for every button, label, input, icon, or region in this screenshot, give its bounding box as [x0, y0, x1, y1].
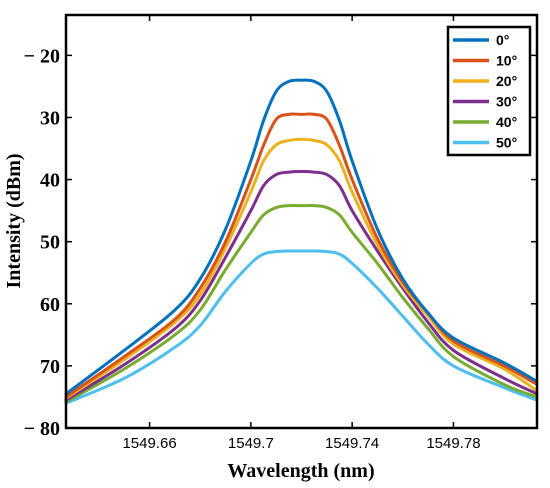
series-line-50deg — [64, 249, 539, 405]
legend-label: 50° — [496, 135, 517, 151]
y-tick-label: 30 — [40, 107, 60, 129]
y-tick-label: − 20 — [24, 45, 60, 67]
axis-ticks: − 20 30 40 50 60 70 − 80 1549.66 1549.7 1549.74 15… — [24, 15, 537, 452]
legend-label: 20° — [496, 73, 517, 89]
legend-label: 30° — [496, 94, 517, 110]
legend-box — [446, 25, 532, 157]
legend-label: 10° — [496, 53, 517, 69]
x-tick-label: 1549.7 — [228, 435, 274, 452]
y-tick-label: 60 — [40, 294, 60, 316]
legend-label: 40° — [496, 114, 517, 130]
y-tick-label: 70 — [40, 356, 60, 378]
series-line-10deg — [64, 112, 539, 399]
x-tick-label: 1549.78 — [426, 435, 480, 452]
series-line-30deg — [64, 170, 539, 402]
series-line-40deg — [64, 204, 539, 404]
series-layer — [64, 78, 539, 405]
plot-area-frame — [64, 13, 539, 430]
y-axis-title: Intensity (dBm) — [3, 153, 25, 288]
y-tick-label: 40 — [40, 170, 60, 192]
y-tick-label: 50 — [40, 232, 60, 254]
series-line-20deg — [64, 137, 539, 400]
x-tick-label: 1549.74 — [325, 435, 379, 452]
x-tick-label: 1549.66 — [122, 435, 176, 452]
legend: 0° 10° 20° 30° 40° 50° — [446, 25, 532, 157]
legend-label: 0° — [496, 32, 509, 48]
y-tick-label: − 80 — [24, 418, 60, 440]
series-line-0deg — [64, 78, 539, 396]
x-axis-title: Wavelength (nm) — [227, 460, 374, 482]
